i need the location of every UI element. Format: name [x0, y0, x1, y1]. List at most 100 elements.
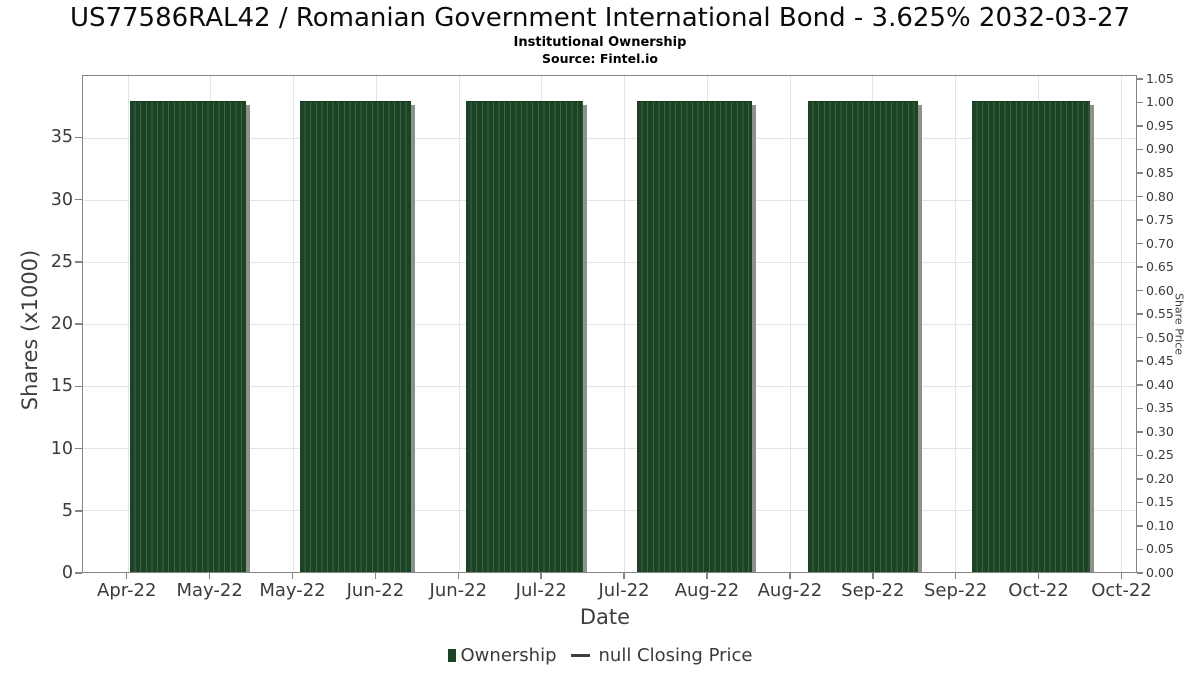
ownership-bar[interactable] — [466, 100, 587, 573]
ownership-bar[interactable] — [972, 100, 1094, 573]
x-axis-tick-label: May-22 — [259, 580, 326, 601]
gridline-vertical — [1120, 76, 1122, 572]
ownership-bar[interactable] — [807, 100, 923, 573]
gridline-horizontal — [83, 386, 1136, 387]
chart-title: US77586RAL42 / Romanian Government Inter… — [69, 3, 1131, 33]
gridline-horizontal — [83, 510, 1136, 511]
right-axis-tick — [1137, 360, 1143, 362]
right-axis-tick — [1137, 195, 1143, 198]
x-axis-tick — [1037, 573, 1040, 579]
x-axis-title: Date — [579, 605, 631, 629]
right-axis-tick — [1137, 384, 1143, 386]
closing-price-line-icon[interactable] — [570, 654, 590, 657]
left-axis-tick — [75, 136, 82, 138]
legend-label-ownership[interactable]: Ownership — [460, 645, 557, 666]
ownership-bar[interactable] — [299, 100, 416, 573]
right-axis-tick — [1137, 289, 1143, 292]
x-axis-tick-label: Aug-22 — [674, 580, 740, 601]
right-axis-tick — [1137, 78, 1143, 80]
legend-label-closing-price[interactable]: null Closing Price — [598, 645, 753, 666]
right-axis-tick-label: 0.75 — [1146, 212, 1174, 228]
right-axis-tick-label: 1.00 — [1146, 94, 1174, 110]
right-axis-tick-label: 0.45 — [1146, 353, 1174, 369]
x-axis-tick — [872, 573, 874, 579]
plot-area — [82, 75, 1137, 573]
right-axis-tick — [1137, 478, 1143, 480]
x-axis-tick-label: Jul-22 — [515, 580, 567, 601]
chart-subtitle: Institutional Ownership — [513, 35, 687, 50]
right-axis-tick — [1137, 101, 1143, 104]
gridline-vertical — [458, 76, 460, 572]
left-axis-tick — [75, 447, 82, 450]
right-axis-tick — [1137, 313, 1143, 315]
x-axis-tick — [623, 573, 625, 579]
chart-source: Source: Fintel.io — [542, 51, 658, 66]
gridline-vertical — [954, 76, 956, 572]
ownership-swatch-icon[interactable] — [447, 649, 456, 662]
right-axis-tick-label: 0.05 — [1146, 541, 1174, 557]
right-axis-tick — [1137, 431, 1143, 433]
x-axis-tick-label: Apr-22 — [97, 580, 157, 601]
right-axis-tick-label: 0.95 — [1146, 117, 1174, 133]
left-axis-tick — [75, 572, 82, 574]
x-axis-tick — [125, 573, 128, 579]
left-axis-tick-label: 5 — [61, 500, 73, 521]
right-axis-tick-label: 0.35 — [1146, 400, 1174, 416]
x-axis-tick — [1120, 573, 1123, 579]
right-axis-tick-label: 0.00 — [1146, 565, 1174, 580]
x-axis-tick-label: Jul-22 — [598, 580, 650, 601]
right-axis-tick — [1137, 572, 1143, 574]
x-axis-tick — [706, 573, 708, 579]
left-axis-tick — [75, 510, 82, 512]
right-axis-tick — [1137, 525, 1143, 527]
right-axis-tick-label: 0.50 — [1146, 329, 1174, 345]
left-axis-tick-label: 10 — [50, 438, 73, 459]
right-axis-tick-label: 0.85 — [1146, 165, 1174, 181]
right-axis-tick-label: 0.70 — [1146, 235, 1174, 251]
right-axis-tick — [1137, 172, 1143, 174]
gridline-vertical — [789, 76, 791, 572]
right-axis-tick-label: 0.60 — [1146, 282, 1174, 298]
right-axis-tick-label: 0.65 — [1146, 259, 1174, 275]
right-axis-tick — [1137, 219, 1143, 221]
right-axis-tick-label: 0.80 — [1146, 188, 1174, 204]
gridline-horizontal — [83, 200, 1136, 201]
right-axis-tick-label: 0.20 — [1146, 470, 1174, 486]
right-axis-tick — [1137, 454, 1143, 457]
x-axis-tick — [457, 573, 460, 579]
right-axis-tick — [1137, 242, 1143, 245]
x-axis-tick-label: Sep-22 — [841, 580, 905, 601]
ownership-bar[interactable] — [129, 100, 250, 573]
right-axis-tick-label: 0.10 — [1146, 517, 1174, 533]
right-axis-tick-label: 0.30 — [1146, 423, 1174, 439]
x-axis-tick-label: Sep-22 — [923, 580, 988, 601]
x-axis-tick-label: Aug-22 — [757, 580, 823, 601]
x-axis-tick — [789, 573, 791, 579]
right-axis-tick-label: 0.55 — [1146, 306, 1174, 322]
right-axis-title: Share Price — [1172, 292, 1186, 356]
left-axis-tick — [75, 323, 82, 325]
gridline-vertical — [293, 76, 295, 572]
right-axis-tick-label: 0.40 — [1146, 376, 1174, 392]
right-axis-tick — [1137, 548, 1143, 551]
left-axis-tick — [75, 198, 82, 201]
left-axis-tick-label: 0 — [61, 563, 73, 583]
left-axis-tick-label: 30 — [50, 189, 73, 210]
right-axis-tick — [1137, 336, 1143, 339]
x-axis-tick — [374, 573, 377, 579]
x-axis-tick — [291, 573, 294, 579]
gridline-horizontal — [83, 324, 1136, 325]
right-axis-tick-label: 1.05 — [1146, 70, 1174, 86]
right-axis-tick — [1137, 148, 1143, 151]
gridline-horizontal — [83, 138, 1136, 139]
right-axis-tick — [1137, 266, 1143, 268]
ownership-bar[interactable] — [636, 100, 756, 573]
left-axis-tick — [75, 261, 82, 263]
gridline-vertical — [624, 76, 626, 572]
left-axis-tick-label: 15 — [50, 376, 73, 397]
right-axis-tick — [1137, 125, 1143, 127]
x-axis-tick — [954, 573, 957, 579]
x-axis-tick-label: Oct-22 — [1091, 580, 1152, 601]
gridline-horizontal — [83, 448, 1136, 449]
